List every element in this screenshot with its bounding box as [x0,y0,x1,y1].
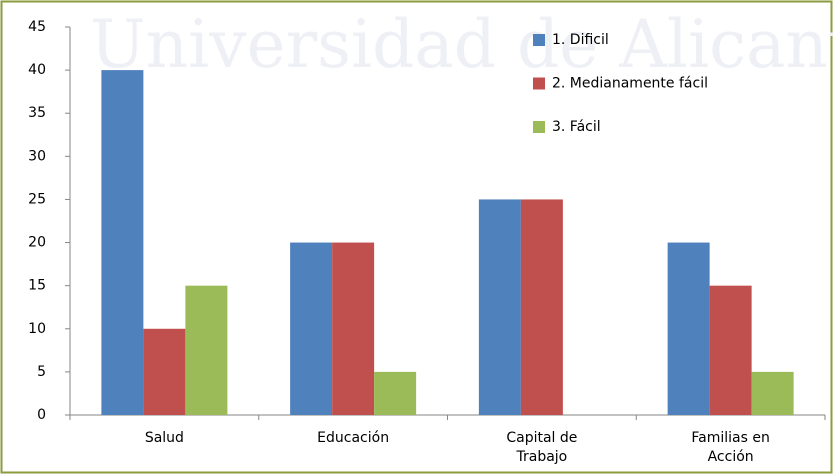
y-tick-label: 40 [28,62,46,78]
legend-label: 3. Fácil [552,119,601,135]
y-tick-label: 25 [28,191,46,207]
watermark: Universidad de Alicante [90,6,833,83]
x-tick-label: Capital de Trabajo [506,430,578,465]
legend-swatch [533,34,545,46]
legend-swatch [533,121,545,133]
bar [478,199,521,415]
y-tick-label: 0 [37,407,46,423]
y-tick-label: 20 [28,235,46,251]
bar [751,371,794,415]
y-tick-label: 15 [28,278,46,294]
bar [290,242,333,415]
bar [667,242,710,415]
bar [520,199,563,415]
x-tick-label: Educación [317,430,390,446]
legend-label: 2. Medianamente fácil [552,76,708,92]
y-tick-label: 5 [37,364,46,380]
bar [709,285,752,415]
y-tick-label: 45 [28,19,46,35]
legend-swatch [533,77,545,90]
bar [332,242,375,415]
bar [143,328,186,415]
bar [374,371,417,415]
bar [185,285,228,415]
bar [101,70,144,415]
legend-label: 1. Dificil [552,32,609,48]
x-tick-label: Familias en Acción [691,430,770,465]
y-tick-label: 10 [28,321,46,337]
y-tick-label: 30 [28,148,46,164]
x-tick-label: Salud [144,430,184,446]
y-tick-label: 35 [28,105,46,121]
